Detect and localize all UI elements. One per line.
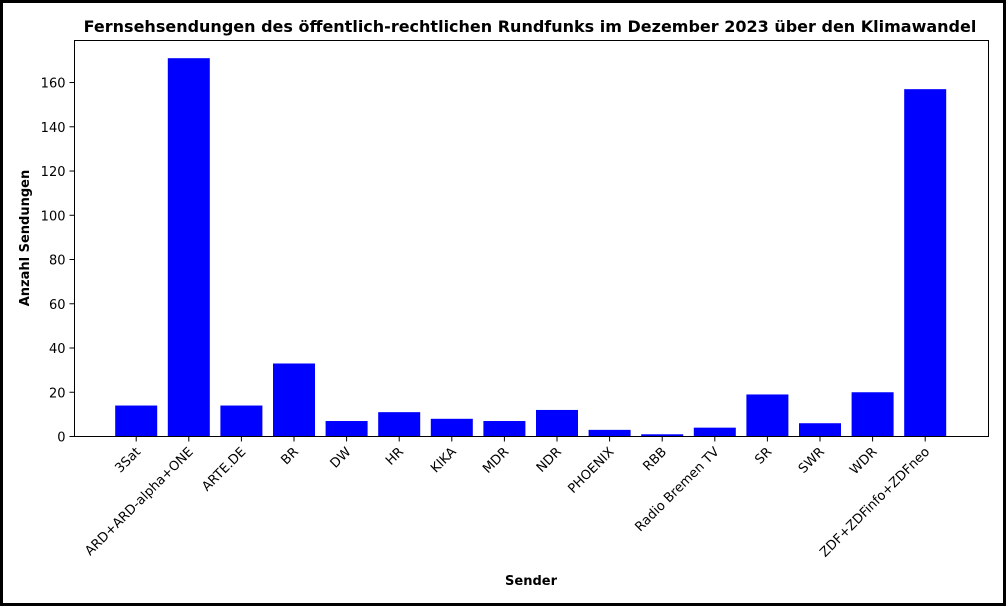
bar-wdr — [851, 392, 894, 437]
bar-swr — [799, 423, 841, 437]
y-axis-label: Anzahl Sendungen — [18, 170, 33, 307]
bar-arte-de — [220, 405, 263, 437]
plot-area-border — [74, 40, 989, 437]
bar-3sat — [115, 405, 158, 437]
x-tick-label: MDR — [480, 445, 512, 477]
x-tick-label: ARD+ARD-alpha+ONE — [82, 445, 196, 559]
bar-phoenix — [588, 429, 631, 437]
x-tick-label: NDR — [534, 445, 565, 476]
bar-kika — [430, 418, 473, 437]
y-tick-label: 20 — [49, 386, 66, 401]
bar-hr — [378, 412, 421, 437]
bar-sr — [746, 394, 789, 437]
y-tick-label: 160 — [41, 77, 66, 92]
x-tick-label: SWR — [796, 445, 828, 477]
chart-title: Fernsehsendungen des öffentlich-rechtlic… — [84, 17, 977, 36]
y-tick-label: 40 — [49, 342, 66, 357]
y-tick-label: 60 — [49, 298, 66, 313]
x-tick-label: KIKA — [428, 445, 460, 477]
bar-zdf-zdfinfo-zdfneo — [904, 89, 947, 437]
x-axis-label: Sender — [505, 574, 558, 589]
bars-group — [115, 58, 947, 437]
x-tick-label: PHOENIX — [565, 445, 617, 497]
bar-rbb — [641, 434, 684, 437]
bar-mdr — [483, 421, 526, 437]
bar-br — [273, 363, 315, 437]
x-tick-label: BR — [279, 445, 302, 468]
y-tick-label: 80 — [49, 254, 66, 269]
bar-ndr — [536, 409, 578, 437]
x-tick-label: ARTE.DE — [199, 445, 249, 495]
y-tick-label: 0 — [57, 431, 65, 446]
y-tick-label: 100 — [41, 209, 66, 224]
x-tick-label: SR — [752, 445, 775, 468]
x-tick-label: DW — [328, 445, 355, 472]
x-tick-label: HR — [383, 445, 407, 469]
bar-radio-bremen-tv — [693, 427, 736, 437]
bar-ard-ard-alpha-one — [167, 58, 210, 437]
y-tick-label: 140 — [41, 121, 66, 136]
y-tick-label: 120 — [41, 165, 66, 180]
y-ticks-group: 0 20 40 60 80 100 120 140 160 — [41, 77, 75, 446]
x-tick-label: RBB — [640, 445, 670, 475]
x-tick-label: ZDF+ZDFinfo+ZDFneo — [817, 445, 933, 561]
bar-dw — [325, 421, 368, 437]
x-tick-label: 3Sat — [112, 445, 144, 477]
x-tick-label: WDR — [847, 445, 880, 478]
